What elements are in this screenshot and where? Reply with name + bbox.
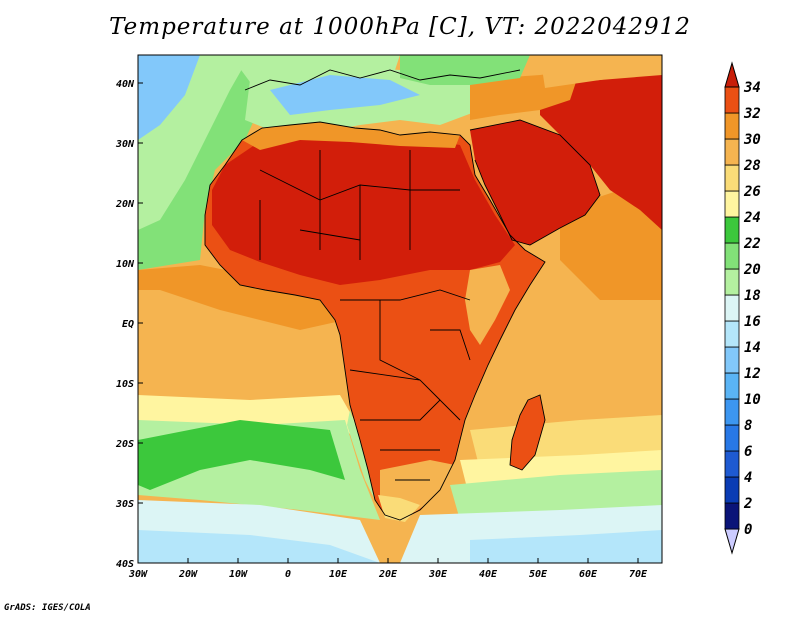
colorbar-segment — [724, 164, 740, 192]
borders-south — [360, 399, 461, 481]
indian-south-cool — [470, 530, 662, 563]
colorbar-label: 4 — [744, 470, 752, 486]
lat-label-40n: 40N — [116, 79, 135, 90]
caspian-area — [540, 55, 662, 88]
arabian-peninsula — [470, 120, 600, 245]
coastlines — [204, 69, 601, 521]
colorbar-max-arrow — [724, 61, 740, 88]
lon-axis: 30W 20W 10W 0 10E 20E 30E 40E 50E 60E 70… — [128, 558, 648, 580]
map-frame — [137, 54, 663, 564]
colorbar-segment — [724, 138, 740, 166]
colorbar-segment — [724, 268, 740, 296]
colorbar-min-arrow — [724, 528, 740, 555]
s-atlantic-green — [138, 420, 345, 490]
colorbar-label: 6 — [744, 444, 752, 460]
colorbar-segment — [724, 242, 740, 270]
mediterranean-cool — [270, 75, 420, 115]
europe-coastline — [244, 69, 521, 91]
lon-label-30w: 30W — [128, 569, 148, 580]
colorbar-label: 8 — [744, 418, 752, 434]
lat-label-10n: 10N — [116, 259, 135, 270]
colorbar-segment — [724, 216, 740, 244]
colorbar-label: 20 — [743, 262, 761, 278]
colorbar-label: 28 — [743, 158, 761, 174]
europe-cool — [230, 55, 400, 82]
borders-north — [259, 150, 460, 260]
lat-label-40s: 40S — [116, 559, 134, 570]
colorbar-label: 22 — [743, 236, 761, 252]
gulf-guinea-warm — [138, 265, 345, 330]
colorbar-segment — [724, 294, 740, 322]
colorbar-segment — [724, 112, 740, 140]
colorbar-label: 16 — [744, 314, 761, 330]
colorbar-segment — [724, 86, 740, 114]
s-atlantic-south-cool — [138, 530, 380, 563]
map-title: Temperature at 1000hPa [C], VT: 20220429… — [109, 14, 691, 40]
madagascar — [510, 395, 545, 470]
colorbar-label: 30 — [743, 132, 761, 148]
colorbar-label: 2 — [743, 496, 752, 512]
lon-label-10e: 10E — [329, 569, 348, 580]
colorbar-label: 12 — [744, 366, 761, 382]
colorbar-segment — [724, 372, 740, 400]
borders-central — [340, 289, 471, 401]
colorbar-label: 34 — [743, 80, 761, 96]
colorbar-segment — [724, 424, 740, 452]
colorbar-label: 10 — [744, 392, 761, 408]
colorbar-segment — [724, 502, 740, 530]
colorbar-label: 24 — [743, 210, 761, 226]
colorbar-label: 14 — [744, 340, 761, 356]
lat-label-30s: 30S — [115, 499, 134, 510]
lat-label-20n: 20N — [115, 199, 135, 210]
lat-label-eq: EQ — [122, 319, 134, 330]
lon-label-60e: 60E — [579, 569, 598, 580]
colorbar-segment — [724, 320, 740, 348]
namibia-coast — [347, 410, 375, 500]
lat-axis: 40S 30S 20S 10S EQ 10N 20N 30N 40N — [115, 79, 143, 570]
colorbar-label: 0 — [744, 522, 752, 538]
n-africa-coast — [242, 122, 460, 150]
colorbar-segment — [724, 190, 740, 218]
lon-label-20e: 20E — [378, 569, 398, 580]
lon-label-30e: 30E — [428, 569, 448, 580]
lon-label-50e: 50E — [529, 569, 548, 580]
sahara-hot — [212, 132, 515, 285]
grads-credit: GrADS: IGES/COLA — [4, 603, 91, 613]
east-africa-highlands — [465, 265, 510, 345]
iran-region — [540, 70, 662, 230]
arabia-coastline — [469, 119, 601, 246]
colorbar-label: 26 — [743, 184, 761, 200]
n-atlantic-cold — [138, 55, 200, 140]
lon-label-0: 0 — [285, 569, 291, 580]
colorbar-segment — [724, 450, 740, 478]
colorbar-label: 18 — [744, 288, 761, 304]
lon-label-40e: 40E — [479, 569, 498, 580]
lat-label-10s: 10S — [116, 379, 134, 390]
lat-label-20s: 20S — [115, 439, 134, 450]
africa-coastline — [204, 121, 546, 521]
temperature-field — [138, 55, 662, 563]
colorbar-segment — [724, 476, 740, 504]
madagascar-coastline — [509, 394, 546, 471]
colorbar-label: 32 — [743, 106, 761, 122]
lon-label-10w: 10W — [229, 569, 248, 580]
colorbar-segment — [724, 346, 740, 374]
lon-label-70e: 70E — [629, 569, 648, 580]
lat-label-30n: 30N — [115, 139, 135, 150]
lon-label-20w: 20W — [178, 569, 198, 580]
colorbar-segment — [724, 398, 740, 426]
